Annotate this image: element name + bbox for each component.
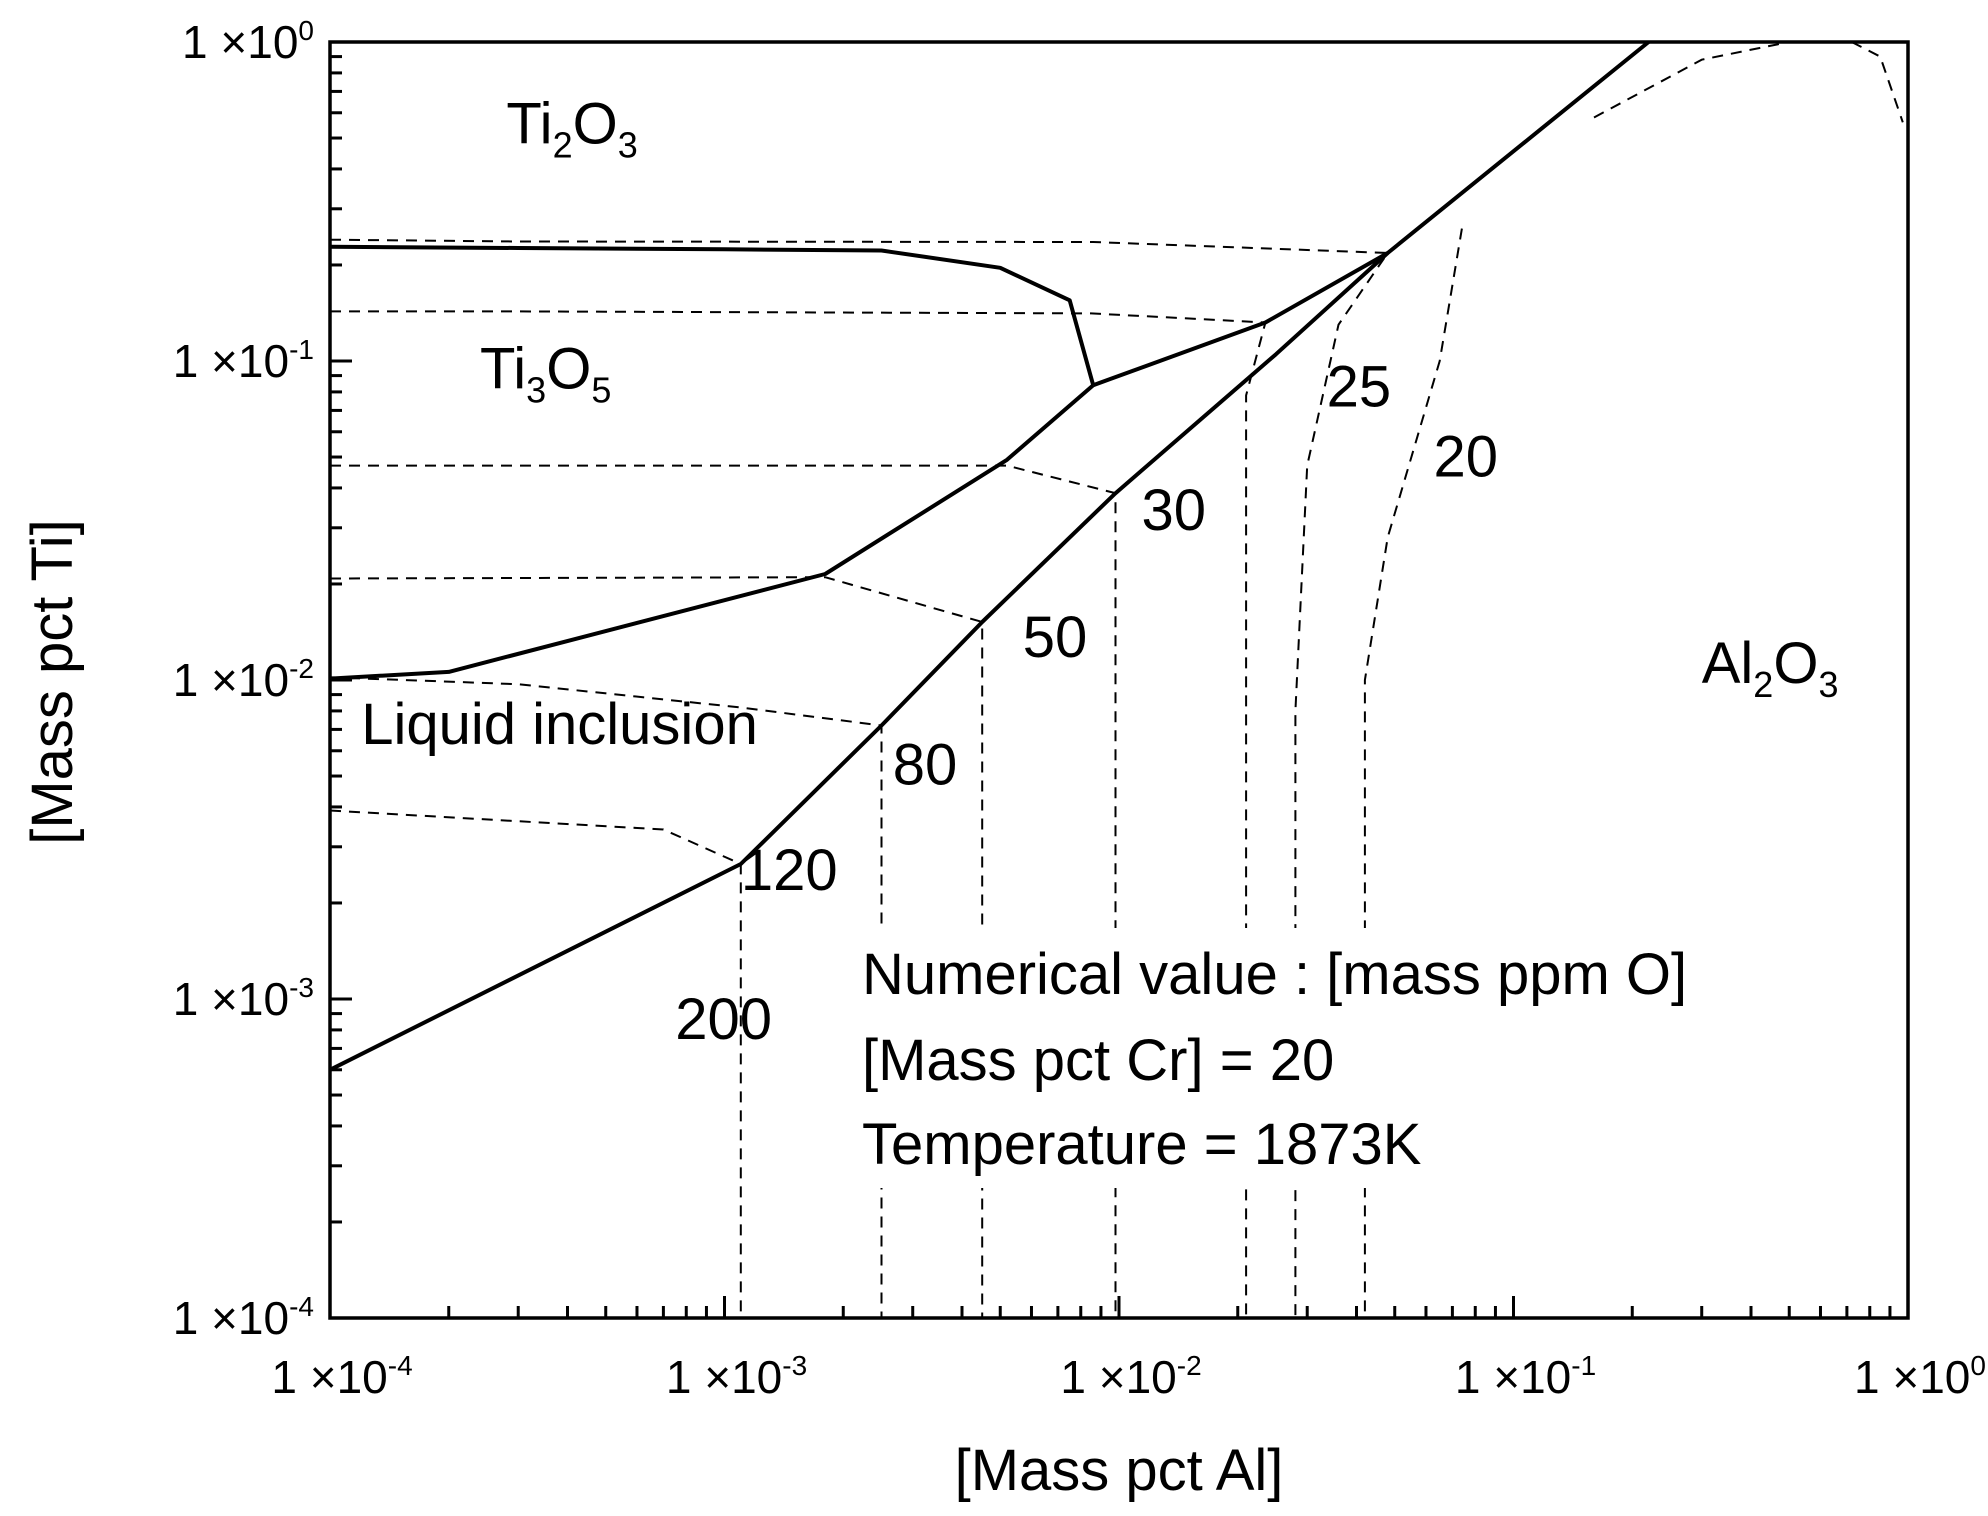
annotation-box: Numerical value : [mass ppm O] [Mass pct… (862, 942, 1687, 1177)
y-tick-label: 1 ×100 (182, 15, 314, 68)
iso-line-edge-7 (1593, 41, 1790, 119)
iso-line-50-ppm (330, 464, 1117, 1318)
iso-oxygen-lines (329, 41, 1904, 1318)
boundary-liquid-al2o3 (329, 40, 1650, 1072)
region-label-liquid-inclusion: Liquid inclusion (361, 692, 758, 757)
boundary-ti3o5-liquid (329, 383, 1095, 681)
y-tick-label: 1 ×10-1 (173, 334, 314, 387)
annotation-line-temperature: Temperature = 1873K (862, 1112, 1422, 1177)
x-tick-label: 1 ×10-4 (271, 1350, 412, 1403)
region-label-ti3o5: Ti3O5 (480, 336, 611, 410)
x-tick-label: 1 ×10-1 (1455, 1350, 1596, 1403)
x-tick-label: 1 ×10-2 (1060, 1350, 1201, 1403)
iso-label-120: 120 (741, 838, 838, 903)
iso-line-30-ppm (330, 310, 1267, 1318)
y-axis-tick-labels: 1 ×10-4 1 ×10-3 1 ×10-2 1 ×10-1 1 ×100 (173, 15, 314, 1344)
annotation-line-chromium: [Mass pct Cr] = 20 (862, 1028, 1334, 1093)
region-label-al2o3: Al2O3 (1702, 631, 1839, 705)
x-tick-label: 1 ×100 (1854, 1350, 1986, 1403)
y-tick-label: 1 ×10-2 (173, 653, 314, 706)
annotation-mask (852, 928, 1812, 1188)
iso-line-20-ppm (1363, 228, 1463, 1318)
iso-line-80-ppm (329, 576, 984, 1318)
iso-line-200-ppm (329, 809, 742, 1318)
x-tick-label: 1 ×10-3 (666, 1350, 807, 1403)
y-tick-label: 1 ×10-4 (173, 1291, 314, 1344)
iso-line-120-ppm (329, 676, 883, 1318)
x-axis-title: [Mass pct Al] (955, 1438, 1284, 1503)
region-label-ti2o3: Ti2O3 (506, 92, 637, 166)
iso-label-20: 20 (1434, 424, 1499, 489)
iso-label-50: 50 (1023, 605, 1088, 670)
iso-label-25: 25 (1327, 355, 1392, 420)
iso-line-edge-8 (1851, 41, 1904, 123)
iso-label-80: 80 (893, 733, 958, 798)
phase-boundaries (329, 40, 1650, 1072)
y-tick-label: 1 ×10-3 (173, 972, 314, 1025)
region-labels: Ti2O3 Ti3O5 Al2O3 Liquid inclusion (361, 92, 1838, 757)
y-axis-title: [Mass pct Ti] (20, 519, 85, 845)
x-axis-tick-labels: 1 ×10-4 1 ×10-3 1 ×10-2 1 ×10-1 1 ×100 (271, 1350, 1986, 1403)
boundary-ti2o3-ti3o5 (329, 244, 1096, 386)
annotation-line-units: Numerical value : [mass ppm O] (862, 942, 1687, 1007)
iso-label-30: 30 (1141, 478, 1206, 543)
iso-label-200: 200 (675, 987, 772, 1052)
annotation-mask-rect (852, 928, 1812, 1188)
axis-ticks (328, 55, 1892, 1320)
iso-line-labels: 200 120 80 50 30 25 20 (675, 355, 1498, 1052)
